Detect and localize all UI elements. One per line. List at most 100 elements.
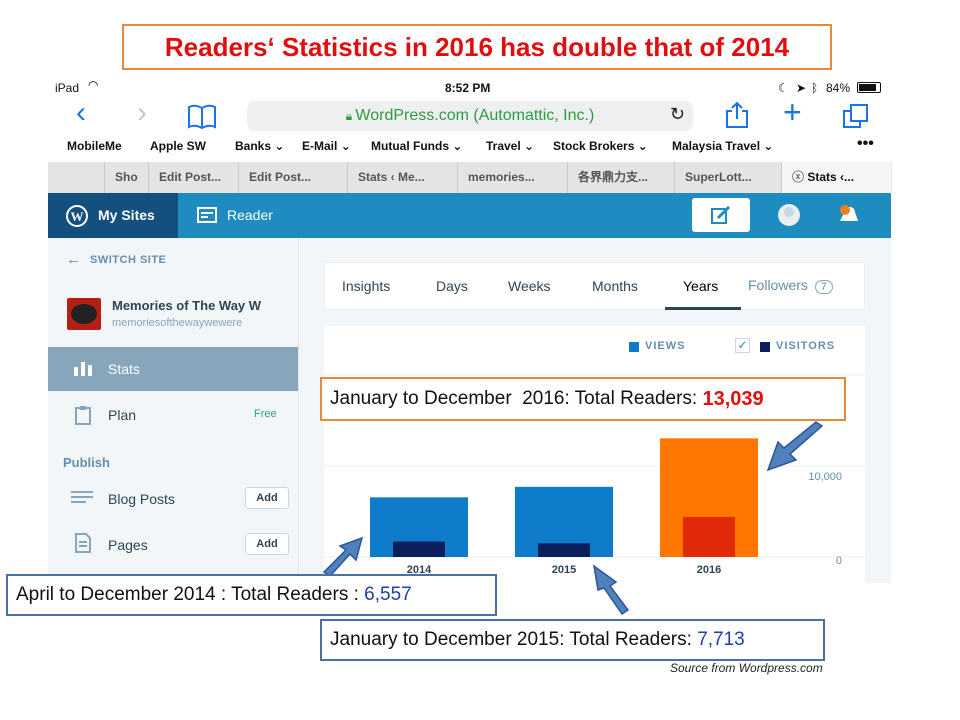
write-post-button[interactable] xyxy=(692,198,750,232)
moon-icon: ☾ xyxy=(778,81,789,95)
site-icon xyxy=(67,298,101,330)
bookmark-folder[interactable]: Mutual Funds ⌄ xyxy=(371,139,463,153)
tab-insights[interactable]: Insights xyxy=(342,278,391,294)
avatar[interactable] xyxy=(778,204,800,226)
add-post-button[interactable]: Add xyxy=(245,487,289,509)
annotation-2016: January to December 2016: Total Readers:… xyxy=(320,377,846,421)
bookmarks-book-icon[interactable] xyxy=(187,103,217,129)
tabs-overview-icon[interactable] xyxy=(842,103,870,129)
chevron-down-icon: ⌄ xyxy=(637,139,648,153)
url-bar[interactable]: 🔒︎ WordPress.com (Automattic, Inc.) ↻ xyxy=(247,101,693,131)
followers-count-badge: 7 xyxy=(814,280,833,294)
browser-tab[interactable]: Stats ‹ Me... xyxy=(347,162,457,193)
battery-icon xyxy=(857,82,881,93)
wp-masterbar xyxy=(48,193,891,238)
add-page-button[interactable]: Add xyxy=(245,533,289,555)
legend-visitors-label: VISITORS xyxy=(776,340,836,352)
reload-icon[interactable]: ↻ xyxy=(669,104,685,124)
publish-heading: Publish xyxy=(63,455,110,470)
chevron-down-icon: ⌄ xyxy=(763,139,774,153)
my-sites-button[interactable]: W My Sites xyxy=(48,193,178,238)
url-text: 🔒︎ WordPress.com (Automattic, Inc.) xyxy=(247,101,693,131)
bar-visitors-2016 xyxy=(683,516,735,557)
share-icon[interactable] xyxy=(724,101,750,129)
browser-tab[interactable]: Edit Post... xyxy=(238,162,338,193)
posts-list-icon xyxy=(71,491,93,503)
y-tick-label: 10,000 xyxy=(808,471,842,483)
device-label: iPad xyxy=(55,81,80,95)
browser-tab[interactable]: 各界鼎力支... xyxy=(567,162,674,193)
new-tab-plus-icon[interactable]: + xyxy=(783,94,802,130)
title-banner: Readers‘ Statistics in 2016 has double t… xyxy=(122,24,832,70)
arrow-to-2015-icon xyxy=(592,564,630,616)
page-icon xyxy=(75,533,91,553)
sidebar-item-plan[interactable]: Plan xyxy=(108,407,137,423)
svg-text:W: W xyxy=(71,209,84,224)
reader-icon xyxy=(197,207,217,223)
chevron-down-icon: ⌄ xyxy=(524,139,535,153)
bookmark-item[interactable]: MobileMe xyxy=(67,139,122,153)
bookmark-folder[interactable]: E-Mail ⌄ xyxy=(302,139,351,153)
sidebar-item-label: Stats xyxy=(108,361,140,377)
active-tab-indicator xyxy=(665,307,741,310)
close-tab-icon[interactable]: ⓧ xyxy=(792,170,805,184)
bar-visitors-2014 xyxy=(393,541,445,557)
pencil-icon xyxy=(711,206,731,224)
y-tick-label: 0 xyxy=(836,555,842,567)
my-sites-label: My Sites xyxy=(98,207,155,223)
browser-tab[interactable]: SuperLott... xyxy=(674,162,781,193)
bluetooth-icon: ᛒ xyxy=(811,81,819,95)
clipboard-icon xyxy=(75,406,91,425)
browser-tab-active[interactable]: ⓧ Stats ‹... xyxy=(781,162,891,193)
browser-tab[interactable]: Edit Post... xyxy=(148,162,238,193)
tab-years[interactable]: Years xyxy=(683,278,719,294)
wordpress-logo-icon: W xyxy=(66,205,88,227)
tab-followers[interactable]: Followers 7 xyxy=(748,277,833,294)
bookmark-folder[interactable]: Banks ⌄ xyxy=(235,139,285,153)
sidebar-item-pages[interactable]: Pages xyxy=(108,537,148,553)
site-name[interactable]: Memories of The Way W xyxy=(112,298,262,313)
bookmark-item[interactable]: Apple SW xyxy=(150,139,206,153)
annotation-2015-value: 7,713 xyxy=(697,629,745,650)
bookmark-folder[interactable]: Stock Brokers ⌄ xyxy=(553,139,648,153)
more-icon[interactable]: ••• xyxy=(857,135,874,152)
annotation-2014: April to December 2014 : Total Readers :… xyxy=(6,574,497,616)
legend-views-label: VIEWS xyxy=(645,340,686,352)
back-icon[interactable]: ‹ xyxy=(76,96,86,129)
annotation-2015-label: January to December 2015: Total Readers: xyxy=(330,629,698,650)
bookmark-folder[interactable]: Travel ⌄ xyxy=(486,139,535,153)
forward-icon[interactable]: › xyxy=(137,96,147,129)
chevron-down-icon: ⌄ xyxy=(452,139,463,153)
location-icon: ➤ xyxy=(796,81,807,95)
plan-badge: Free xyxy=(254,408,277,420)
chevron-down-icon: ⌄ xyxy=(340,139,351,153)
sidebar-item-blog-posts[interactable]: Blog Posts xyxy=(108,491,175,507)
banner-title: Readers‘ Statistics in 2016 has double t… xyxy=(164,31,790,62)
wifi-icon: ◠ xyxy=(88,78,99,92)
legend-views-swatch xyxy=(629,342,639,352)
arrow-to-2014-icon xyxy=(322,536,364,577)
x-tick-label: 2014 xyxy=(407,564,432,576)
url-label: WordPress.com (Automattic, Inc.) xyxy=(355,107,595,124)
stats-bars-icon xyxy=(74,362,92,376)
annotation-2014-value: 6,557 xyxy=(364,584,412,605)
notifications-bell-icon[interactable] xyxy=(836,203,860,227)
battery-percent: 84% xyxy=(826,81,851,95)
browser-tab[interactable]: memories... xyxy=(457,162,567,193)
sidebar-item-stats[interactable]: Stats xyxy=(48,347,298,391)
bookmark-folder[interactable]: Malaysia Travel ⌄ xyxy=(672,139,774,153)
browser-tab[interactable]: Sho xyxy=(104,162,148,193)
lock-icon: 🔒︎ xyxy=(345,109,356,123)
visitors-checkbox[interactable]: ✓ xyxy=(735,338,750,353)
site-url: memoriesofthewaywewere xyxy=(112,317,243,329)
tab-weeks[interactable]: Weeks xyxy=(508,278,551,294)
tab-days[interactable]: Days xyxy=(436,278,468,294)
reader-link[interactable]: Reader xyxy=(227,207,273,223)
switch-site-link[interactable]: SWITCH SITE xyxy=(90,254,167,266)
tab-months[interactable]: Months xyxy=(592,278,638,294)
arrow-left-icon: ← xyxy=(66,251,81,268)
chevron-down-icon: ⌄ xyxy=(274,139,285,153)
annotation-2014-label: April to December 2014 : Total Readers : xyxy=(16,584,365,605)
annotation-2016-value: 13,039 xyxy=(702,387,764,410)
